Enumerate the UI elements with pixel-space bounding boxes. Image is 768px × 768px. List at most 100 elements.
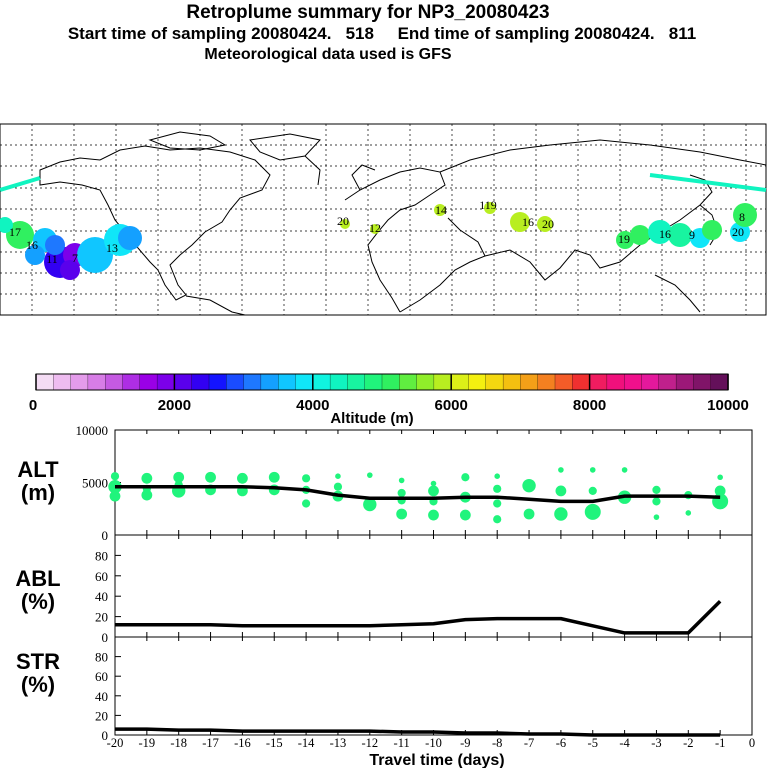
x-tick-label: -15 <box>266 736 283 750</box>
colorbar-swatch <box>485 373 504 391</box>
colorbar: 0 2000 4000 6000 8000 10000 Altitude (m) <box>29 373 749 427</box>
alt-scatter-point <box>685 510 692 516</box>
x-tick-label: -4 <box>619 736 630 750</box>
alt-panel: 0 5000 10000 <box>76 423 753 543</box>
abl-panel: 0 20 40 60 80 <box>95 535 753 645</box>
colorbar-swatch <box>554 373 573 391</box>
x-tick-label: -6 <box>556 736 566 750</box>
alt-scatter-point <box>363 497 377 512</box>
abl-series-line <box>115 600 722 635</box>
plume-day-label: 7 <box>72 251 78 265</box>
colorbar-swatch <box>641 373 660 391</box>
colorbar-swatch <box>87 373 106 391</box>
colorbar-swatch <box>329 373 349 391</box>
plume-day-label: 16 <box>659 227 671 241</box>
colorbar-swatch <box>191 373 210 391</box>
x-tick-label: -1 <box>715 736 725 750</box>
colorbar-swatch <box>208 373 227 391</box>
colorbar-swatch <box>693 373 712 391</box>
plume-marker <box>77 237 113 273</box>
x-tick-label: -19 <box>139 736 156 750</box>
x-axis: -20 -19 -18 -17 -16 -15 -14 -13 -12 -11 -10 -9 -8 -7-… <box>107 736 755 750</box>
alt-scatter-point <box>652 497 661 506</box>
plume-day-label: 20 <box>337 214 349 228</box>
colorbar-swatch <box>675 373 695 391</box>
abl-ytick-label: 0 <box>102 630 109 645</box>
alt-scatter-point <box>109 490 121 502</box>
colorbar-swatch <box>105 373 124 391</box>
colorbar-swatch <box>226 373 245 391</box>
plume-marker <box>537 216 553 232</box>
colorbar-swatch <box>381 373 400 391</box>
colorbar-swatch <box>260 373 279 391</box>
alt-ytick-label: 5000 <box>82 476 108 491</box>
colorbar-swatch <box>537 373 556 391</box>
colorbar-swatch <box>70 373 89 391</box>
colorbar-swatch <box>399 373 418 391</box>
colorbar-swatch <box>572 373 591 391</box>
str-series-line <box>115 727 721 737</box>
alt-scatter-point <box>558 467 564 473</box>
alt-scatter-point <box>302 499 311 508</box>
plume-marker <box>25 245 45 265</box>
x-tick-label: -5 <box>588 736 598 750</box>
alt-scatter-point <box>522 478 536 493</box>
plume-day-label: 19 <box>618 232 630 246</box>
colorbar-swatch <box>624 373 643 391</box>
alt-scatter-point <box>717 474 723 481</box>
colorbar-swatch <box>520 373 539 391</box>
x-axis-label: Travel time (days) <box>369 752 504 768</box>
plume-day-label: 13 <box>106 241 118 255</box>
x-tick-label: -16 <box>234 736 251 750</box>
timeseries-panels: ALT (m) ABL (%) STR (%) 0 5000 10000 0 20 40… <box>15 423 755 768</box>
colorbar-swatch <box>35 373 54 391</box>
plume-marker <box>616 231 634 249</box>
x-tick-label: 0 <box>749 736 755 750</box>
plume-marker <box>340 219 350 229</box>
str-ytick-label: 0 <box>102 728 109 743</box>
str-label-line2: (%) <box>21 672 55 697</box>
alt-scatter-point <box>555 485 567 497</box>
alt-scatter-point <box>493 515 502 524</box>
alt-scatter-point <box>493 484 502 493</box>
alt-scatter-point <box>589 467 596 473</box>
alt-scatter-point <box>714 485 726 497</box>
alt-scatter-point <box>653 514 660 520</box>
colorbar-swatch <box>295 373 314 391</box>
x-tick-label: -10 <box>425 736 442 750</box>
alt-scatter-point <box>302 474 311 483</box>
alt-scatter-point <box>621 467 628 473</box>
sampling-times: Start time of sampling 20080424. 518 End… <box>67 24 697 43</box>
plume-marker <box>668 223 692 247</box>
colorbar-swatch <box>468 373 487 391</box>
alt-scatter-point <box>237 472 248 484</box>
colorbar-tick-label: 2000 <box>158 397 191 414</box>
alt-scatter-point <box>397 488 406 498</box>
plume-day-label: 20 <box>732 225 744 239</box>
colorbar-swatch <box>122 373 141 391</box>
alt-scatter-point <box>494 473 501 480</box>
str-panel: 0 20 40 60 80 <box>95 637 753 743</box>
str-ytick-label: 60 <box>95 669 108 684</box>
alt-scatter-point <box>584 503 601 520</box>
colorbar-swatch <box>710 373 729 391</box>
colorbar-swatch <box>416 373 435 391</box>
coastlines <box>39 131 767 316</box>
str-ytick-label: 80 <box>95 650 108 665</box>
alt-scatter-point <box>428 509 439 521</box>
plume-day-label: 11 <box>46 252 58 266</box>
colorbar-swatch <box>156 373 176 391</box>
alt-series-line <box>115 484 721 504</box>
str-ytick-label: 40 <box>95 689 108 704</box>
x-tick-label: -18 <box>170 736 187 750</box>
alt-scatter-point <box>173 471 185 483</box>
colorbar-tick-label: 8000 <box>573 397 606 414</box>
alt-scatter-point <box>459 509 471 521</box>
abl-ytick-label: 80 <box>95 548 108 563</box>
colorbar-swatch <box>451 373 470 391</box>
x-tick-label: -17 <box>202 736 219 750</box>
str-ytick-label: 20 <box>95 708 108 723</box>
plume-day-label: 14 <box>435 203 447 217</box>
